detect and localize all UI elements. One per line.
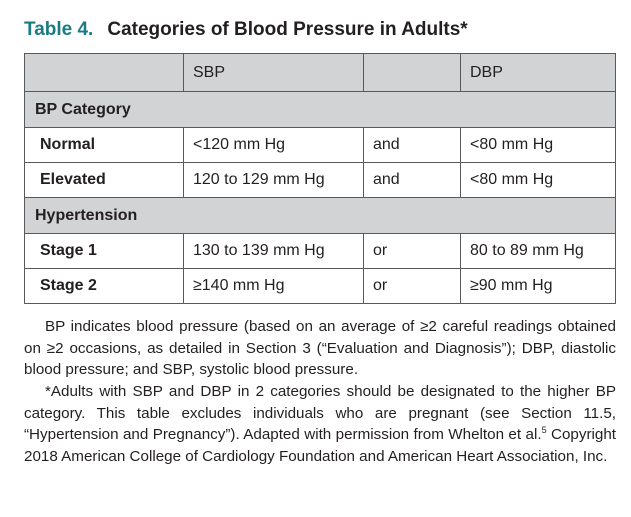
row-sbp: 130 to 139 mm Hg [183,233,364,269]
group-row-hypertension: Hypertension [24,197,616,234]
row-dbp: 80 to 89 mm Hg [460,233,616,269]
row-category: Normal [24,127,184,163]
header-dbp: DBP [460,53,616,92]
bp-categories-table: SBP DBP BP Category Normal <120 mm Hg an… [24,53,616,304]
header-conj-cell [363,53,461,92]
header-sbp: SBP [183,53,364,92]
header-blank-cell [24,53,184,92]
group-row-bp-category: BP Category [24,91,616,128]
row-dbp: <80 mm Hg [460,127,616,163]
header-row: SBP DBP [24,53,616,92]
row-conj: and [363,162,461,198]
group-label-hypertension: Hypertension [24,197,616,234]
table-title: Table 4. Categories of Blood Pressure in … [24,19,468,41]
row-sbp: ≥140 mm Hg [183,268,364,304]
row-sbp: 120 to 129 mm Hg [183,162,364,198]
footnote-abbreviations: BP indicates blood pressure (based on an… [24,318,616,378]
row-conj: or [363,233,461,269]
footnote-reference: 5 [541,424,547,435]
footnote-asterisk: *Adults with SBP and DBP in 2 categories… [24,381,616,467]
row-category: Elevated [24,162,184,198]
row-sbp: <120 mm Hg [183,127,364,163]
table-row: Elevated 120 to 129 mm Hg and <80 mm Hg [24,162,616,198]
table-row: Stage 1 130 to 139 mm Hg or 80 to 89 mm … [24,233,616,269]
row-category: Stage 2 [24,268,184,304]
row-dbp: ≥90 mm Hg [460,268,616,304]
row-conj: and [363,127,461,163]
row-conj: or [363,268,461,304]
row-category: Stage 1 [24,233,184,269]
group-label-bp-category: BP Category [24,91,616,128]
table-row: Normal <120 mm Hg and <80 mm Hg [24,127,616,163]
table-number: Table 4. [24,19,94,40]
footnote-copyright: Copyright 2018 American College of Cardi… [24,426,616,465]
table-caption: Categories of Blood Pressure in Adults* [107,19,468,40]
footnote-asterisk-text: *Adults with SBP and DBP in 2 categories… [24,383,616,443]
row-dbp: <80 mm Hg [460,162,616,198]
table-row: Stage 2 ≥140 mm Hg or ≥90 mm Hg [24,268,616,304]
